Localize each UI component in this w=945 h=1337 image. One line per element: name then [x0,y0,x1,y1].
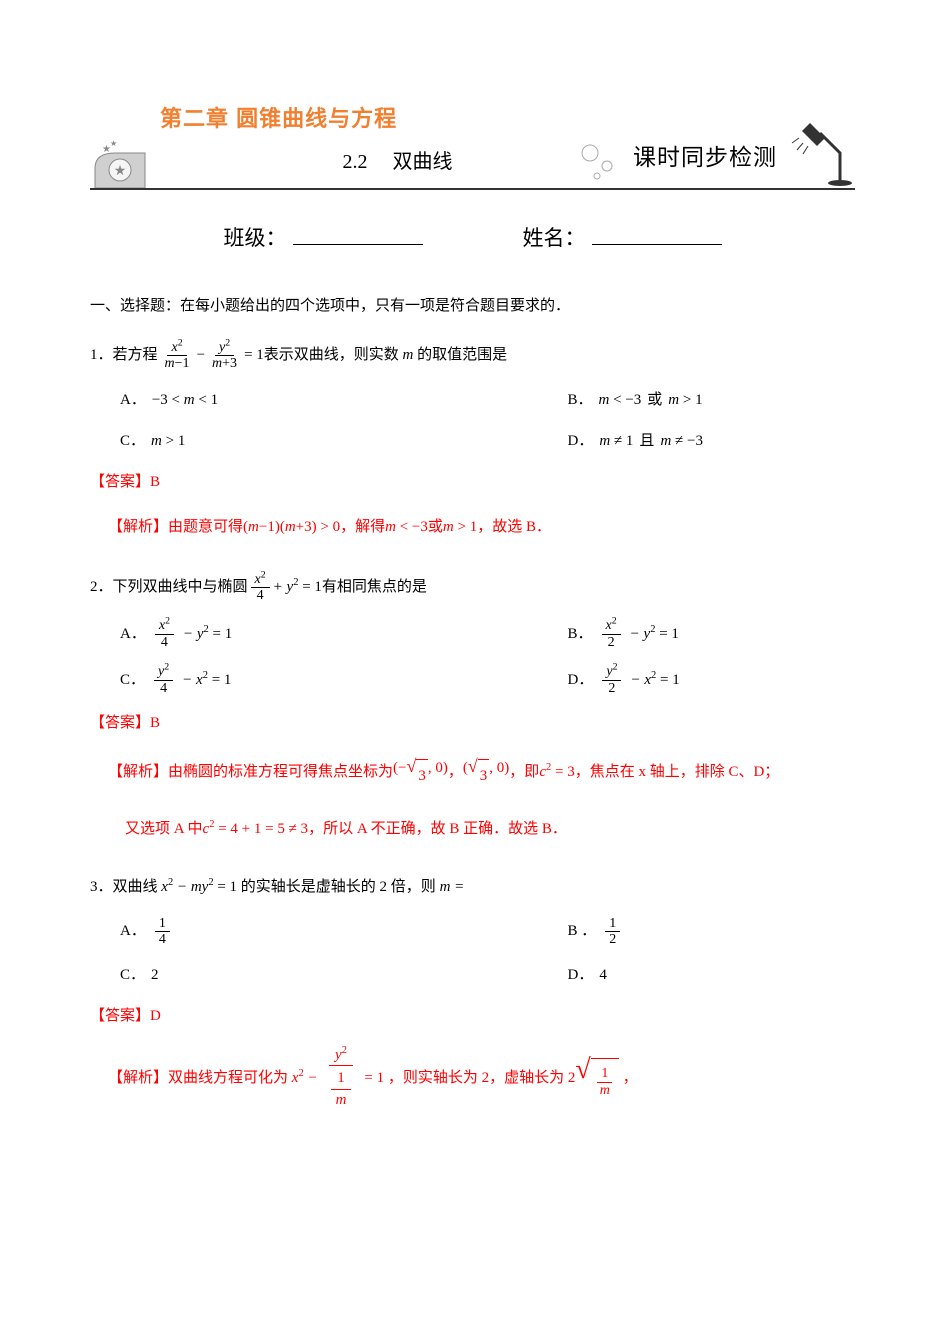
option-d: D．4 [488,962,856,989]
option-b: B． x22 − y2 = 1 [488,618,856,650]
q3-stem: 3． 双曲线 x2 − my2 = 1 的实轴长是虚轴长的 2 倍，则 m = [90,874,855,901]
option-a: A． 14 [120,916,488,948]
q3-options: A． 14 B ． 12 C．2 D．4 [90,916,855,989]
section-name: 双曲线 [393,151,453,173]
q1-stem: 1． 若方程 x2 m−1 − y2 m+3 = 1 表示双曲线，则实数 m 的… [90,340,855,372]
q1-answer: 【答案】B [90,469,855,496]
badge-text: 课时同步检测 [633,137,777,188]
option-a: A．−3 < m < 1 [120,387,488,414]
q3-answer: 【答案】D [90,1003,855,1030]
section-number: 2.2 [343,151,368,173]
option-d: D． y22 − x2 = 1 [488,664,856,696]
student-info-row: 班级： 姓名： [90,220,855,258]
q2-options: A． x24 − y2 = 1 B． x22 − y2 = 1 C． y24 −… [90,618,855,696]
q2-stem: 2． 下列双曲线中与椭圆 x2 4 + y2 = 1 有相同焦点的是 [90,572,855,604]
option-c: C．2 [120,962,488,989]
header-banner: ★ ★ ★ 第二章 圆锥曲线与方程 2.2 双曲线 课时同步检测 [90,100,855,190]
name-label: 姓名： [523,220,722,258]
q2-analysis-1: 【解析】 由椭圆的标准方程可得焦点坐标为 (−√3, 0) ， (√3, 0) … [90,752,855,793]
q1-analysis: 【解析】 由题意可得 (m−1)(m+3) > 0 ，解得 m < −3 或 m… [90,511,855,544]
svg-text:★: ★ [114,164,127,179]
lamp-icon [785,118,855,188]
q1-options: A．−3 < m < 1 B．m < −3 或 m > 1 C．m > 1 D．… [90,387,855,455]
question-2: 2． 下列双曲线中与椭圆 x2 4 + y2 = 1 有相同焦点的是 A． x2… [90,572,855,846]
q2-answer: 【答案】B [90,710,855,737]
right-badge: 课时同步检测 [575,118,855,188]
section-title: 2.2 双曲线 [160,144,575,188]
fraction: y2 1m [321,1045,362,1113]
fraction: y2 m+3 [208,340,241,372]
fraction: x2 m−1 [161,340,194,372]
chapter-block: 第二章 圆锥曲线与方程 2.2 双曲线 [160,99,575,188]
option-a: A． x24 − y2 = 1 [120,618,488,650]
chapter-title: 第二章 圆锥曲线与方程 [160,99,575,139]
bubbles-icon [575,138,625,188]
section-heading: 一、选择题：在每小题给出的四个选项中，只有一项是符合题目要求的． [90,293,855,320]
q2-analysis-2: 又选项 A 中 c2 = 4 + 1 = 5 ≠ 3 ，所以 A 不正确，故 B… [90,813,855,846]
option-c: C．m > 1 [120,428,488,455]
option-c: C． y24 − x2 = 1 [120,664,488,696]
question-3: 3． 双曲线 x2 − my2 = 1 的实轴长是虚轴长的 2 倍，则 m = … [90,874,855,1112]
svg-text:★: ★ [110,139,117,148]
class-label: 班级： [224,220,423,258]
question-1: 1． 若方程 x2 m−1 − y2 m+3 = 1 表示双曲线，则实数 m 的… [90,340,855,544]
option-b: B．m < −3 或 m > 1 [488,387,856,414]
option-d: D．m ≠ 1 且 m ≠ −3 [488,428,856,455]
star-badge-icon: ★ ★ ★ [90,138,150,188]
option-b: B ． 12 [488,916,856,948]
q3-analysis: 【解析】 双曲线方程可化为 x2 − y2 1m = 1 ，则实轴长为 2，虚轴… [90,1045,855,1113]
fraction: x2 4 [251,572,270,604]
